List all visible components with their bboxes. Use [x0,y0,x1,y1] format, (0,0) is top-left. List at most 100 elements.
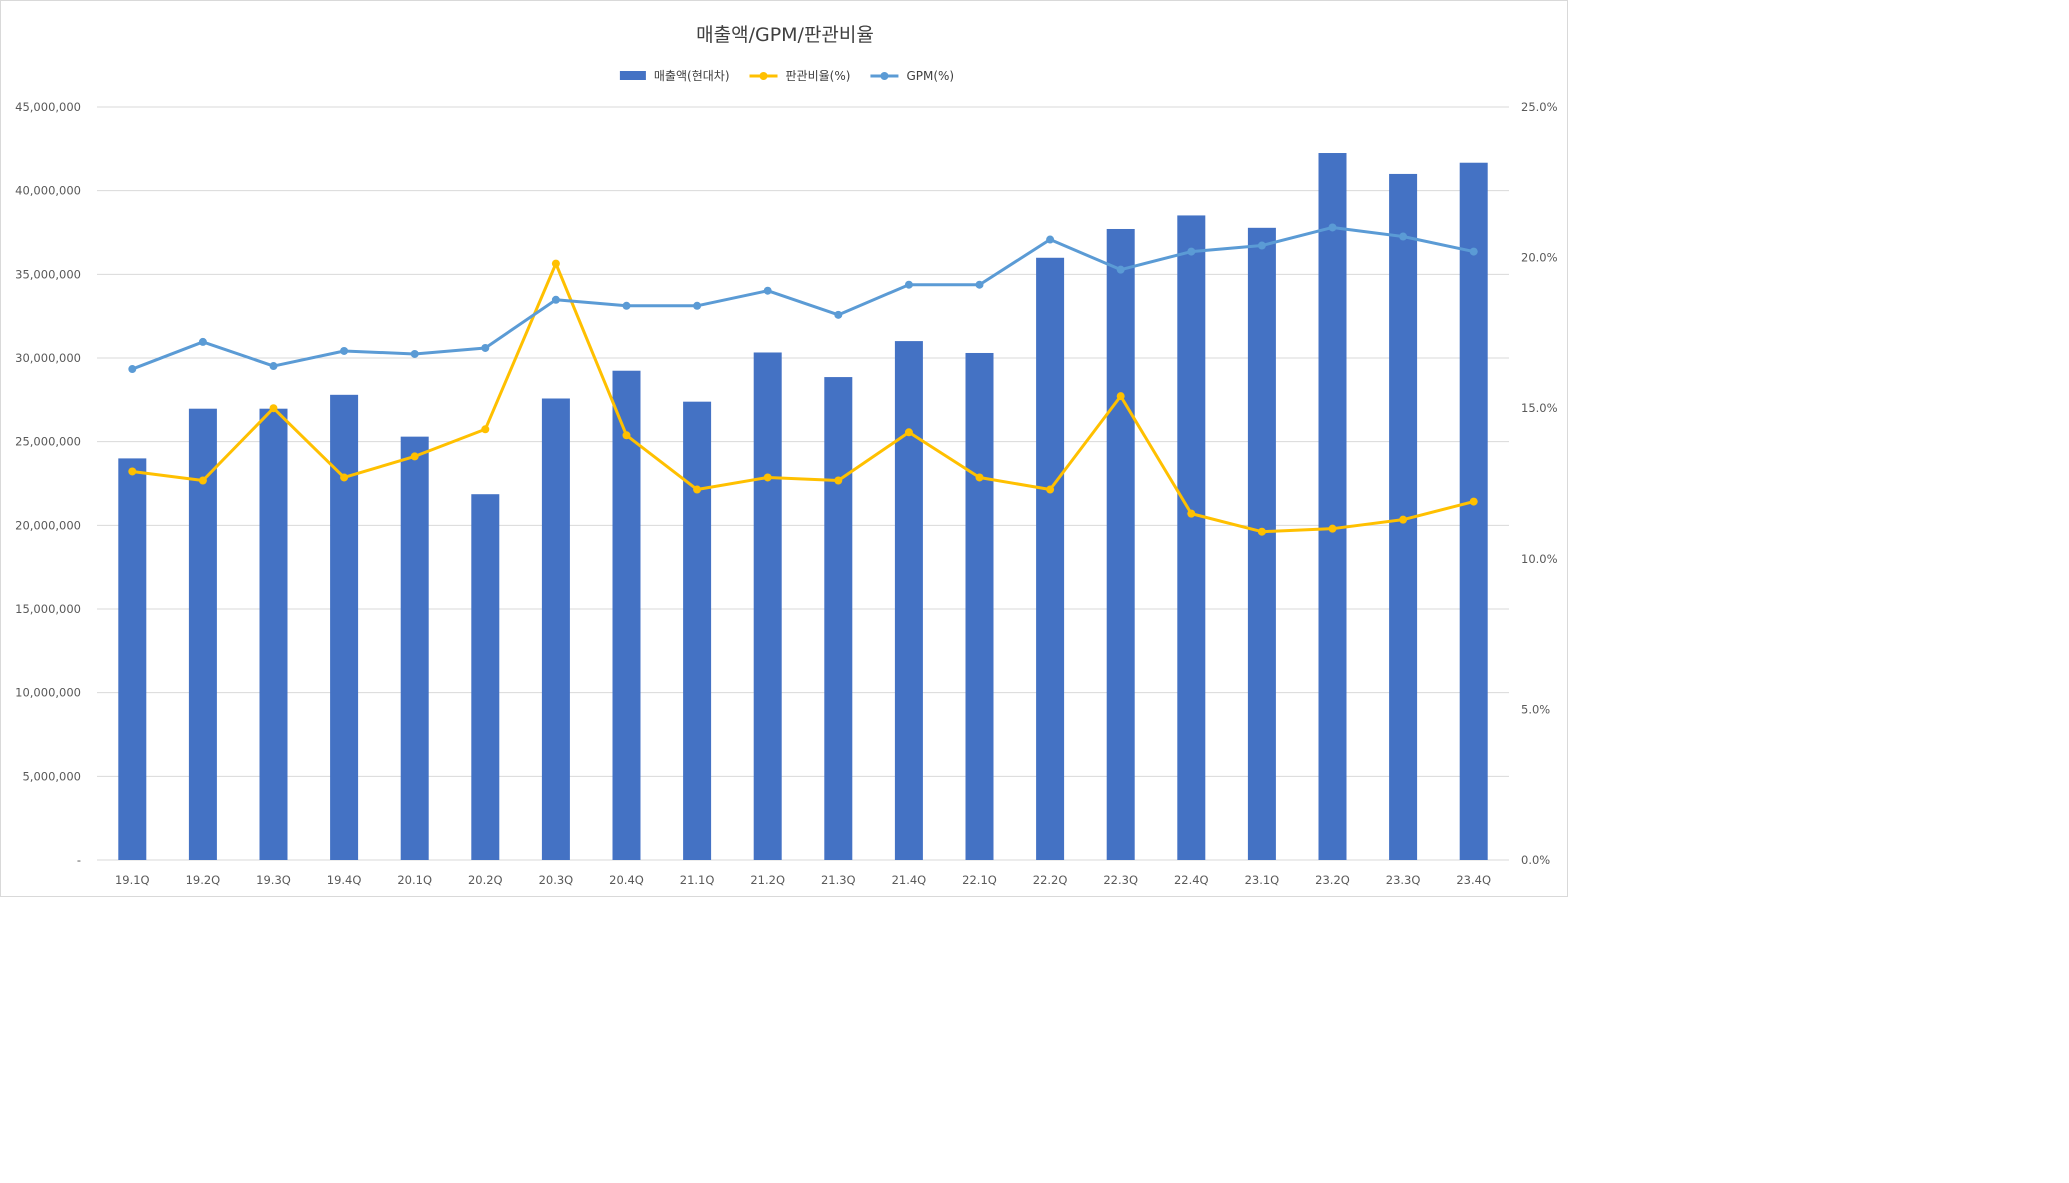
bar-series [118,153,1488,861]
bar [330,394,359,860]
x-tick-label: 22.3Q [1103,873,1138,887]
left-tick-label: 40,000,000 [15,184,81,198]
bar [894,341,923,860]
left-tick-label: 30,000,000 [15,351,81,365]
line-point [481,343,490,352]
bar [259,408,288,860]
bar [1177,215,1206,860]
series-line [131,225,1475,371]
line-point [1046,235,1055,244]
right-tick-label: 15.0% [1521,401,1558,415]
bar [1036,257,1065,860]
bar [1459,162,1488,861]
right-tick-label: 10.0% [1521,552,1558,566]
line-point [1046,485,1055,494]
line-point [340,473,349,482]
x-tick-label: 23.2Q [1315,873,1350,887]
x-tick-label: 21.3Q [821,873,856,887]
chart-title: 매출액/GPM/판관비율 [696,24,874,46]
line-point [269,362,278,371]
legend-marker [759,72,768,80]
bar [1247,227,1276,860]
x-tick-label: 21.1Q [680,873,715,887]
legend-marker [880,72,889,80]
left-tick-label: 25,000,000 [15,435,81,449]
x-tick-label: 21.2Q [750,873,785,887]
line-point [834,476,843,485]
line-point [1257,527,1266,536]
line-point [340,346,349,355]
left-tick-label: 15,000,000 [15,602,81,616]
bar [683,401,712,860]
line-point [1399,515,1408,524]
line-point [551,259,560,268]
bar [188,408,217,860]
line-point [410,349,419,358]
x-tick-label: 22.1Q [962,873,997,887]
line-point [198,337,207,346]
line-point [693,485,702,494]
legend-swatch [619,71,646,80]
line-point [551,295,560,304]
line-point [693,301,702,310]
line-point [1187,509,1196,518]
bar [1106,228,1135,861]
line-point [1469,497,1478,506]
legend: 매출액(현대차) 판관비율(%) GPM(%) [619,69,954,83]
gridlines [97,106,1509,861]
bar [118,458,147,860]
line-point [763,473,772,482]
x-tick-label: 20.1Q [397,873,432,887]
left-tick-label: 45,000,000 [15,100,81,114]
x-axis: 19.1Q 19.2Q 19.3Q 19.4Q 20.1Q 20.2Q 20.3Q 20.4Q… [115,873,1491,887]
line-point [1116,265,1125,274]
right-tick-label: 5.0% [1521,702,1550,716]
line-point [975,473,984,482]
line-point [269,404,278,413]
legend-label: 판관비율(%) [786,69,851,83]
line-point [904,280,913,289]
x-tick-label: 21.4Q [892,873,927,887]
x-tick-label: 22.2Q [1033,873,1068,887]
x-tick-label: 20.4Q [609,873,644,887]
left-axis: - 5,000,000 10,000,000 15,000,000 20,000,000… [15,100,81,867]
bar [400,436,429,860]
right-axis: 0.0% 5.0% 10.0% 15.0% 20.0% 25.0% [1521,100,1558,867]
x-tick-label: 20.3Q [539,873,574,887]
x-tick-label: 22.4Q [1174,873,1209,887]
line-point [1328,524,1337,533]
x-tick-label: 23.3Q [1386,873,1421,887]
line-point [834,310,843,319]
line-point [975,280,984,289]
combo-chart: 매출액/GPM/판관비율 매출액(현대차) 판관비율(%) GPM(%) - 5,00… [15,24,1558,887]
bar [541,398,570,860]
line-point [1399,232,1408,241]
left-tick-label: 5,000,000 [22,769,81,783]
x-tick-label: 23.4Q [1456,873,1491,887]
line-point [128,365,137,374]
line-point [1257,241,1266,250]
bar [965,352,994,860]
right-tick-label: 25.0% [1521,100,1558,114]
x-tick-label: 19.2Q [186,873,221,887]
bar [1318,153,1347,860]
left-tick-label: 35,000,000 [15,267,81,281]
line-point [1469,247,1478,256]
x-tick-label: 19.3Q [256,873,291,887]
line-point [1187,247,1196,256]
x-tick-label: 19.4Q [327,873,362,887]
line-point [481,425,490,434]
right-tick-label: 20.0% [1521,251,1558,265]
left-tick-label: - [77,853,81,867]
series-line [132,262,1475,534]
x-tick-label: 20.2Q [468,873,503,887]
line-point [410,452,419,461]
line-point [198,476,207,485]
right-tick-label: 0.0% [1521,853,1550,867]
bar [753,352,782,860]
line-series [128,223,1478,536]
line-point [763,286,772,295]
line-point [622,431,631,440]
line-point [128,467,137,476]
legend-label: 매출액(현대차) [654,69,730,83]
